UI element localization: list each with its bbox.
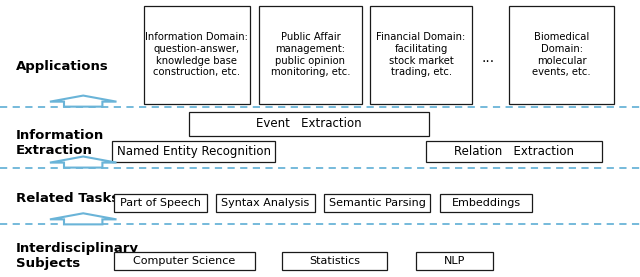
Text: Syntax Analysis: Syntax Analysis	[221, 198, 309, 208]
Text: Related Tasks: Related Tasks	[16, 192, 119, 204]
FancyBboxPatch shape	[189, 112, 429, 136]
FancyBboxPatch shape	[440, 194, 532, 212]
Text: Relation   Extraction: Relation Extraction	[454, 145, 573, 158]
Text: NLP: NLP	[444, 256, 465, 266]
Polygon shape	[50, 213, 116, 224]
FancyBboxPatch shape	[259, 6, 362, 104]
FancyBboxPatch shape	[144, 6, 250, 104]
FancyBboxPatch shape	[216, 194, 315, 212]
Text: Named Entity Recognition: Named Entity Recognition	[116, 145, 271, 158]
Text: Interdisciplinary
Subjects: Interdisciplinary Subjects	[16, 242, 139, 270]
FancyBboxPatch shape	[324, 194, 430, 212]
Text: ...: ...	[481, 51, 494, 65]
FancyBboxPatch shape	[416, 252, 493, 270]
Text: Information
Extraction: Information Extraction	[16, 129, 104, 157]
Text: Event   Extraction: Event Extraction	[256, 117, 362, 130]
Text: Public Affair
management:
public opinion
monitoring, etc.: Public Affair management: public opinion…	[271, 32, 350, 77]
FancyBboxPatch shape	[509, 6, 614, 104]
Text: Semantic Parsing: Semantic Parsing	[329, 198, 426, 208]
FancyBboxPatch shape	[370, 6, 472, 104]
FancyBboxPatch shape	[114, 194, 207, 212]
Text: Statistics: Statistics	[309, 256, 360, 266]
Text: Part of Speech: Part of Speech	[120, 198, 201, 208]
FancyBboxPatch shape	[282, 252, 387, 270]
FancyBboxPatch shape	[112, 141, 275, 162]
Polygon shape	[50, 157, 116, 168]
Text: Applications: Applications	[16, 60, 109, 73]
Text: Information Domain:
question-answer,
knowledge base
construction, etc.: Information Domain: question-answer, kno…	[145, 32, 248, 77]
Polygon shape	[50, 96, 116, 107]
Text: Financial Domain:
facilitating
stock market
trading, etc.: Financial Domain: facilitating stock mar…	[376, 32, 466, 77]
FancyBboxPatch shape	[114, 252, 255, 270]
FancyBboxPatch shape	[426, 141, 602, 162]
Text: Biomedical
Domain:
molecular
events, etc.: Biomedical Domain: molecular events, etc…	[532, 32, 591, 77]
Text: Computer Science: Computer Science	[133, 256, 236, 266]
Text: Embeddings: Embeddings	[451, 198, 521, 208]
